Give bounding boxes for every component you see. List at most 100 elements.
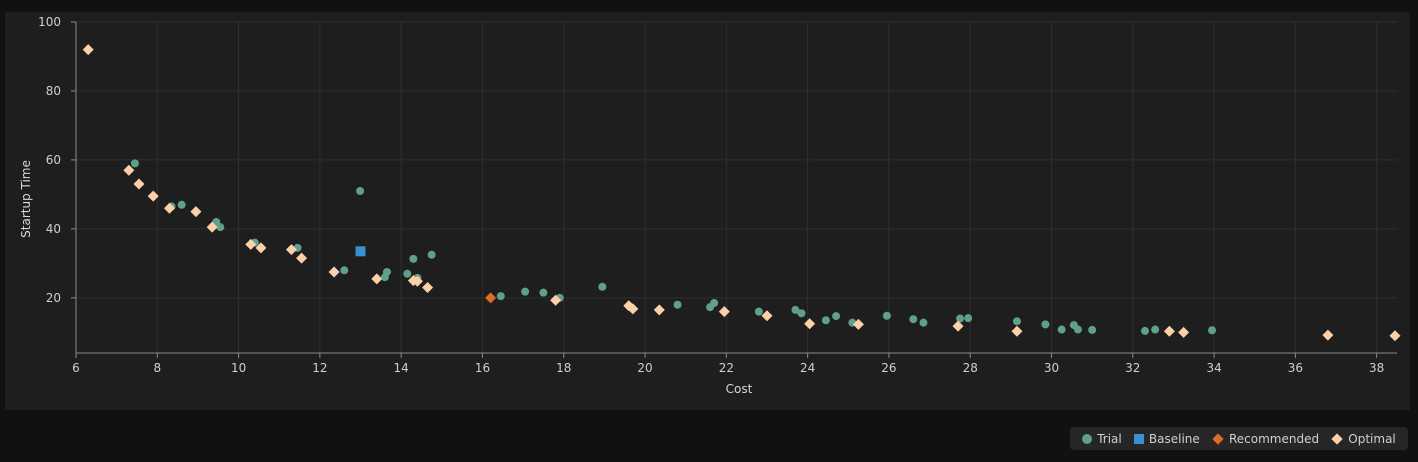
legend-optimal-diamond-icon [1331,432,1343,445]
x-tick-label: 18 [556,361,571,375]
y-tick-label: 40 [46,222,61,236]
optimal-point[interactable] [82,44,94,56]
optimal-point[interactable] [422,281,434,293]
x-tick-label: 6 [72,361,80,375]
chart-legend: Trial Baseline Recommended Optimal [1070,427,1408,450]
trial-point[interactable] [1140,326,1149,335]
optimal-point[interactable] [1389,330,1401,342]
x-tick-label: 14 [394,361,409,375]
x-tick-label: 36 [1288,361,1303,375]
optimal-point[interactable] [411,275,423,287]
optimal-point[interactable] [296,252,308,264]
x-tick-label: 16 [475,361,490,375]
optimal-point[interactable] [328,266,340,278]
x-tick-label: 10 [231,361,246,375]
legend-item-baseline[interactable]: Baseline [1133,431,1200,446]
optimal-point[interactable] [761,310,773,322]
optimal-point[interactable] [163,202,175,214]
trial-point[interactable] [832,312,841,321]
legend-item-recommended[interactable]: Recommended [1212,432,1319,446]
trial-point[interactable] [216,223,225,232]
optimal-point[interactable] [1163,325,1175,337]
trial-point[interactable] [1041,320,1050,329]
optimal-point[interactable] [123,164,135,176]
optimal-point[interactable] [718,306,730,318]
trial-point[interactable] [797,309,806,318]
x-tick-label: 28 [963,361,978,375]
trial-point[interactable] [919,318,928,327]
trial-point[interactable] [1073,325,1082,334]
optimal-point[interactable] [627,303,639,315]
legend-baseline-square-icon [1133,433,1144,444]
optimal-point[interactable] [804,318,816,330]
trial-point[interactable] [956,314,965,323]
optimal-point[interactable] [1178,326,1190,338]
trial-point[interactable] [673,300,682,309]
recommended-point[interactable] [485,292,497,304]
trial-point[interactable] [356,186,365,195]
trial-point[interactable] [754,307,763,316]
trial-point[interactable] [1057,325,1066,334]
trial-point[interactable] [1208,326,1217,335]
scatter-chart: 6 8 10 12 14 16 18 20 22 24 26 28 30 32 34 36 38 20 40 60 80… [19,15,1401,396]
trial-point[interactable] [598,282,607,291]
trial-point[interactable] [409,254,418,263]
chart-panel: 6 8 10 12 14 16 18 20 22 24 26 28 30 32 34 36 38 20 40 60 80… [5,12,1410,410]
x-tick-label: 34 [1206,361,1221,375]
trial-point[interactable] [710,299,719,308]
legend-recommended-diamond-icon [1212,432,1224,445]
trial-point[interactable] [382,267,391,276]
legend-baseline-label: Baseline [1148,431,1200,446]
optimal-point[interactable] [245,238,257,250]
optimal-point[interactable] [1011,325,1023,337]
y-tick-label: 100 [38,15,61,29]
x-tick-label: 26 [881,361,896,375]
trial-point[interactable] [340,266,349,275]
trial-point[interactable] [177,200,186,209]
axis-layer: 6 8 10 12 14 16 18 20 22 24 26 28 30 32 34 36 38 20 40 60 80… [38,15,1397,375]
trial-point[interactable] [882,311,891,320]
optimal-point[interactable] [952,320,964,332]
x-tick-label: 38 [1369,361,1384,375]
optimal-point[interactable] [255,242,267,254]
optimal-point[interactable] [147,190,159,202]
legend-optimal-label: Optimal [1348,431,1396,446]
baseline-point[interactable] [355,246,366,257]
optimal-point[interactable] [653,304,665,316]
trial-point[interactable] [539,288,548,297]
x-tick-label: 20 [637,361,652,375]
x-tick-label: 30 [1044,361,1059,375]
trial-point[interactable] [403,269,412,278]
y-tick-label: 60 [46,153,61,167]
x-axis-title: Cost [726,382,753,396]
trial-point[interactable] [821,316,830,325]
trial-point[interactable] [1088,325,1097,334]
optimal-point[interactable] [190,206,202,218]
trial-point[interactable] [496,292,505,301]
trial-point[interactable] [130,159,139,168]
optimal-point[interactable] [371,273,383,285]
points-layer [82,44,1401,342]
optimal-point[interactable] [1322,329,1334,341]
legend-item-optimal[interactable]: Optimal [1331,431,1396,446]
legend-trial-circle-icon [1082,433,1093,444]
trial-point[interactable] [791,305,800,314]
trial-point[interactable] [964,314,973,323]
trial-point[interactable] [521,287,530,296]
optimal-point[interactable] [285,244,297,256]
trial-point[interactable] [1151,325,1160,334]
optimal-point[interactable] [550,294,562,306]
legend-item-trial[interactable]: Trial [1082,432,1122,446]
optimal-point[interactable] [852,318,864,330]
y-axis-title: Startup Time [19,160,33,238]
optimal-point[interactable] [206,221,218,233]
trial-point[interactable] [909,315,918,324]
trial-point[interactable] [1012,317,1021,326]
x-tick-label: 24 [800,361,815,375]
x-tick-label: 8 [153,361,161,375]
x-tick-label: 12 [312,361,327,375]
optimal-point[interactable] [133,178,145,190]
trial-point[interactable] [427,250,436,259]
y-tick-label: 20 [46,291,61,305]
y-tick-label: 80 [46,84,61,98]
